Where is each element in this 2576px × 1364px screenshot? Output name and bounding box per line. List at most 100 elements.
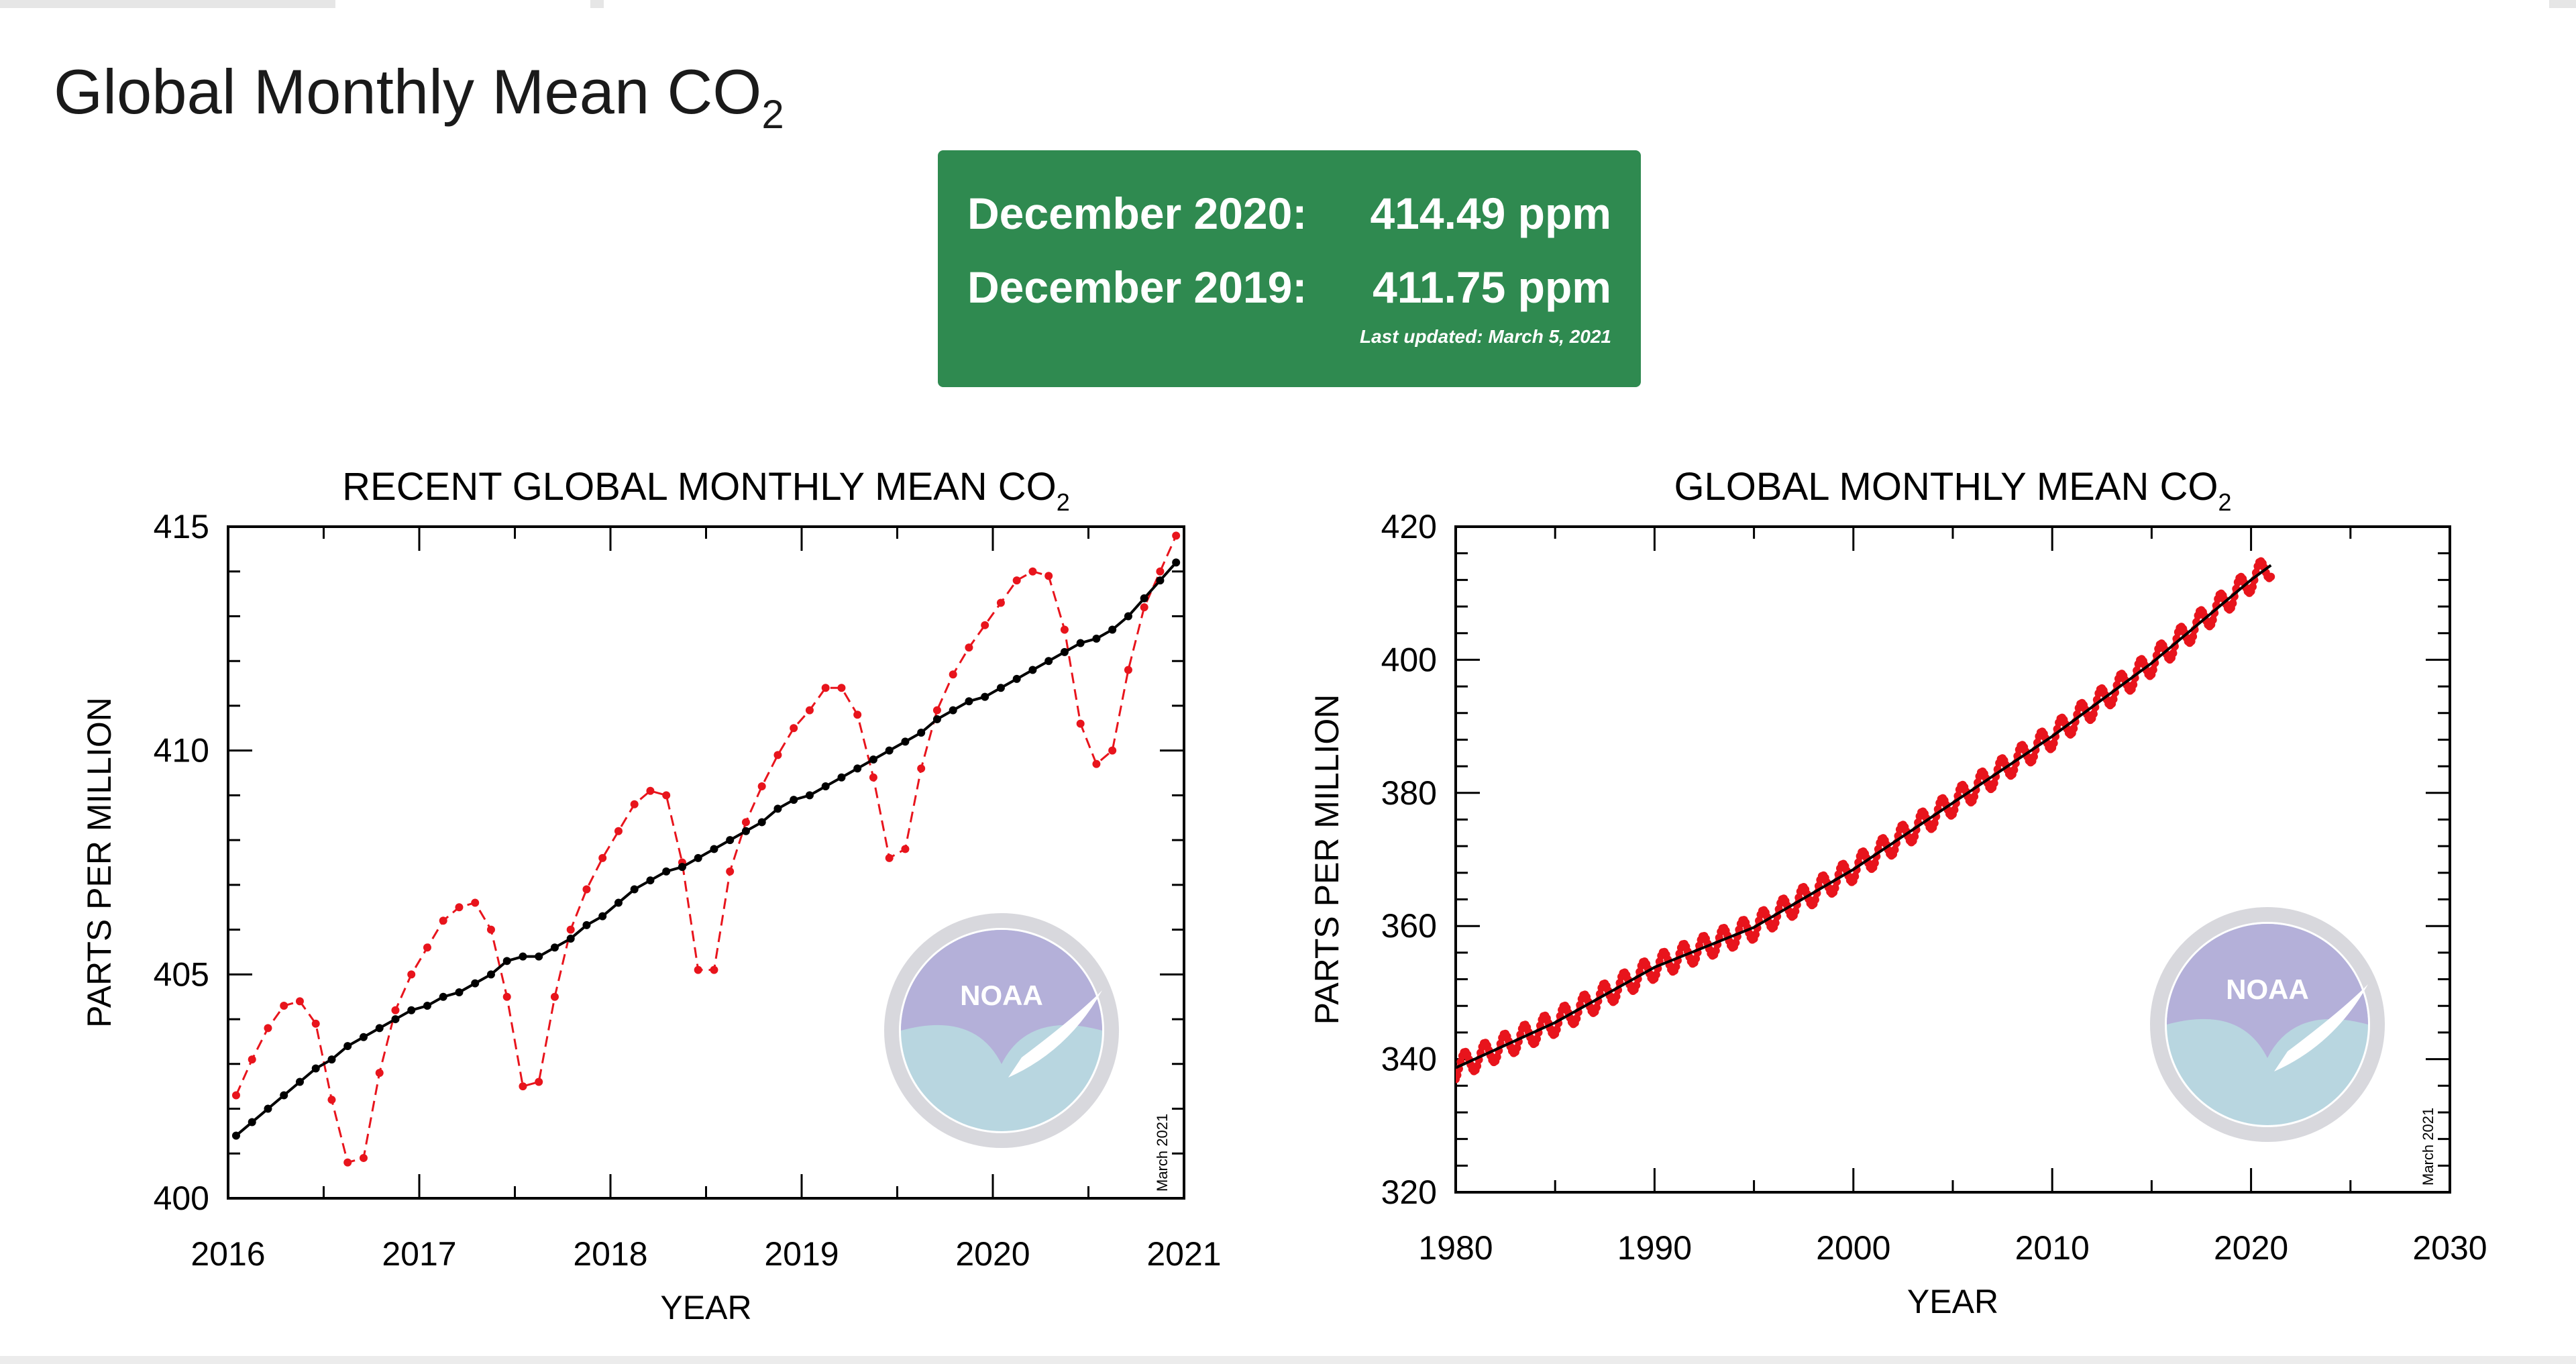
monthly-mean-point [423, 943, 431, 952]
monthly-mean-point [1752, 930, 1760, 939]
monthly-mean-point [2089, 710, 2098, 719]
trend-point [407, 1006, 416, 1014]
y-tick-label: 340 [1381, 1041, 1437, 1078]
monthly-mean-point [439, 916, 447, 925]
trend-point [550, 943, 559, 952]
page-title-subscript: 2 [761, 92, 784, 137]
summary-row2-label: December 2019: [967, 262, 1307, 312]
monthly-mean-point [1124, 666, 1132, 674]
trend-point [1140, 594, 1148, 602]
trend-line [1456, 564, 2272, 1069]
monthly-mean-point [1711, 946, 1720, 955]
monthly-mean-point [1012, 576, 1021, 585]
monthly-mean-point [1572, 1014, 1581, 1023]
monthly-mean-point [1851, 872, 1860, 881]
trend-point [853, 764, 862, 773]
trend-point [773, 804, 782, 813]
monthly-mean-point [248, 1055, 256, 1064]
monthly-mean-point [327, 1096, 336, 1104]
monthly-mean-point [2109, 695, 2118, 704]
monthly-mean-point [2070, 724, 2078, 733]
monthly-mean-point [1692, 954, 1701, 963]
trend-point [630, 885, 639, 894]
trend-point [535, 952, 543, 961]
y-tick-label: 380 [1381, 774, 1437, 812]
monthly-mean-point [2249, 582, 2257, 591]
trend-point [1108, 625, 1117, 634]
monthly-mean-point [1870, 859, 1879, 868]
x-tick-label: 2016 [191, 1235, 265, 1273]
window-top-bar [0, 0, 2576, 8]
trend-point [327, 1055, 336, 1064]
trend-point [965, 697, 973, 706]
monthly-mean-point [1092, 759, 1101, 768]
trend-point [710, 845, 718, 853]
monthly-mean-point [1970, 792, 1979, 801]
monthly-mean-point [1172, 531, 1181, 540]
window-bottom-bar [0, 1356, 2576, 1364]
trend-point [502, 957, 511, 965]
trend-point [1060, 647, 1069, 656]
monthly-mean-point [1791, 907, 1800, 916]
monthly-mean-point [949, 670, 957, 679]
trend-point [295, 1078, 304, 1086]
monthly-mean-point [1811, 895, 1819, 904]
monthly-mean-point [1456, 1071, 1462, 1080]
monthly-mean-point [343, 1158, 352, 1167]
trend-point [264, 1104, 272, 1113]
monthly-mean-point [726, 867, 735, 876]
monthly-mean-point [2029, 752, 2038, 761]
noaa-logo-bird [1008, 990, 1102, 1078]
trend-point [726, 836, 735, 845]
monthly-mean-point [1731, 939, 1740, 947]
monthly-mean-point [1831, 884, 1839, 892]
monthly-mean-point [2169, 649, 2178, 658]
x-tick-label: 2019 [764, 1235, 839, 1273]
noaa-logo: NOAA [2150, 907, 2385, 1142]
monthly-mean-point [1473, 1061, 1482, 1070]
x-tick-label: 2030 [2412, 1229, 2487, 1267]
monthly-mean-point [519, 1082, 527, 1091]
trend-point [280, 1091, 288, 1100]
monthly-mean-point [1513, 1043, 1521, 1052]
trend-point [949, 706, 957, 715]
monthly-mean-point [566, 925, 575, 934]
monthly-mean-point [2129, 680, 2138, 689]
monthly-mean-point [965, 643, 973, 652]
monthly-mean-point [550, 992, 559, 1001]
monthly-mean-point [981, 621, 989, 629]
x-tick-label: 2021 [1146, 1235, 1221, 1273]
y-axis-label: PARTS PER MILLION [1308, 694, 1346, 1025]
monthly-mean-point [741, 818, 750, 827]
series-group [231, 531, 1181, 1167]
y-tick-label: 420 [1381, 508, 1437, 545]
monthly-mean-point [1156, 567, 1165, 576]
monthly-mean-line [1456, 558, 2273, 1080]
monthly-mean-point [471, 898, 480, 907]
monthly-mean-point [996, 598, 1005, 607]
x-tick-label: 2010 [2015, 1229, 2090, 1267]
y-tick-label: 415 [154, 508, 209, 545]
monthly-mean-point [2149, 666, 2157, 674]
x-tick-label: 2020 [955, 1235, 1030, 1273]
y-tick-label: 405 [154, 955, 209, 993]
y-tick-label: 360 [1381, 907, 1437, 945]
x-tick-label: 2000 [1816, 1229, 1890, 1267]
trend-point [981, 692, 989, 701]
chart-title: GLOBAL MONTHLY MEAN CO2 [1674, 465, 2231, 516]
monthly-mean-point [773, 751, 782, 759]
monthly-mean-point [582, 885, 591, 894]
noaa-logo-ring [884, 913, 1119, 1148]
trend-point [757, 818, 766, 827]
monthly-mean-point [1493, 1053, 1501, 1061]
monthly-mean-point [1890, 845, 1899, 854]
x-tick-label: 1990 [1617, 1229, 1692, 1267]
trend-point [471, 979, 480, 988]
monthly-mean-point [790, 724, 798, 733]
monthly-mean-point [1990, 779, 1998, 788]
trend-point [901, 737, 910, 746]
monthly-mean-point [2049, 739, 2058, 747]
monthly-mean-point [535, 1078, 543, 1086]
x-tick-label: 1980 [1418, 1229, 1493, 1267]
x-axis-label: YEAR [660, 1289, 751, 1326]
